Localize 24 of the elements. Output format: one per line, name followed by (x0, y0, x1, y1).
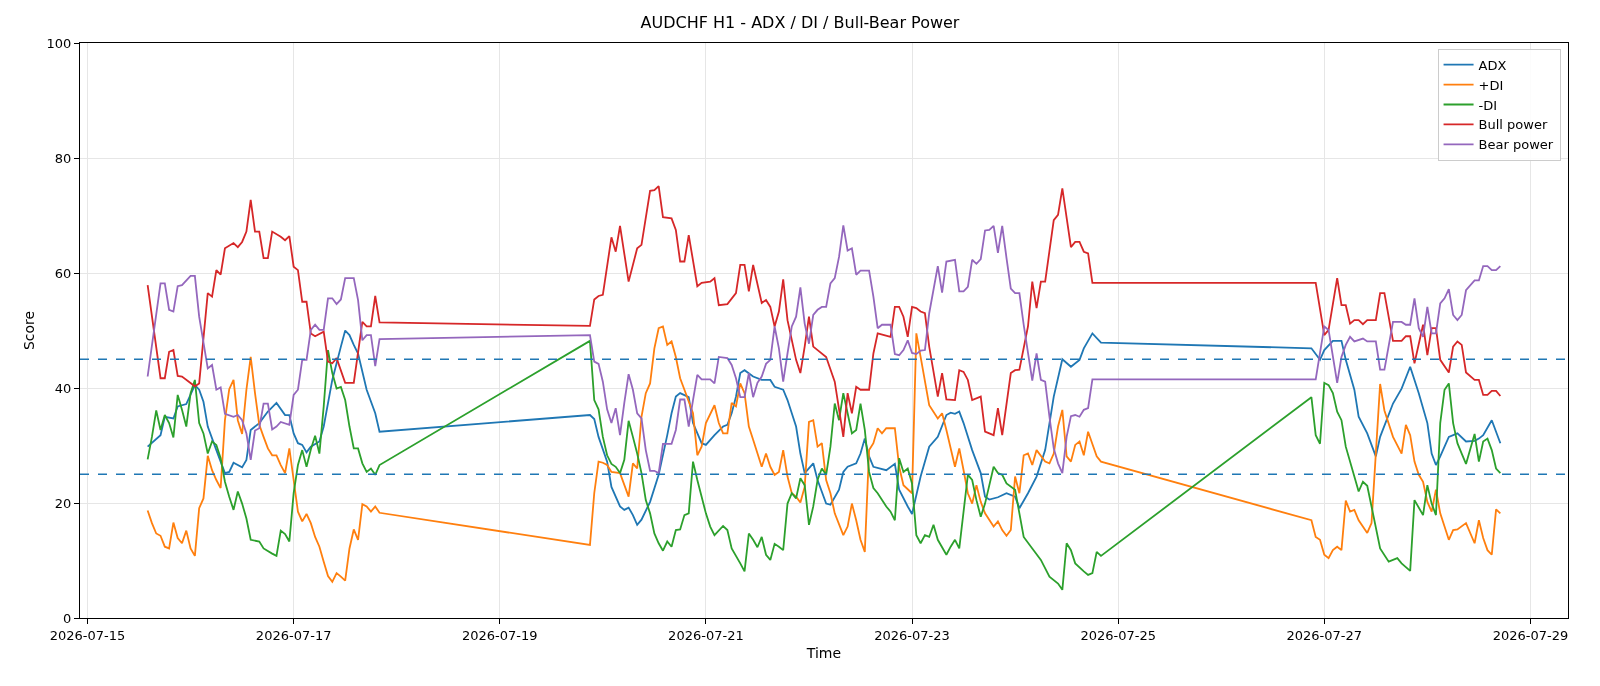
x-tick-label: 2026-07-15 (49, 627, 126, 643)
x-tick-label: 2026-07-21 (668, 627, 744, 643)
line-series (146, 224, 1502, 474)
x-tick-label: 2026-07-27 (1286, 627, 1363, 643)
x-tick-label: 2026-07-19 (461, 627, 538, 643)
legend-label: ADX (1478, 57, 1507, 73)
y-tick-label: 0 (63, 610, 72, 626)
x-tick-label: 2026-07-25 (1080, 627, 1156, 643)
legend-label: +DI (1478, 77, 1504, 93)
y-tick-label: 20 (54, 495, 72, 511)
x-tick-label: 2026-07-29 (1492, 627, 1569, 643)
y-tick-label: 60 (54, 265, 72, 281)
legend-label: Bear power (1478, 137, 1554, 153)
legend-label: -DI (1478, 97, 1498, 113)
x-tick-label: 2026-07-23 (874, 627, 950, 643)
y-tick-label: 40 (54, 380, 72, 396)
y-tick-label: 100 (46, 35, 72, 51)
legend-label: Bull power (1478, 117, 1548, 133)
y-axis-title: Score (21, 310, 38, 351)
x-axis-title: Time (805, 644, 842, 661)
x-tick-label: 2026-07-17 (255, 627, 332, 643)
y-tick-label: 80 (54, 150, 72, 166)
line-series (146, 185, 1502, 438)
chart-title: AUDCHF H1 - ADX / DI / Bull-Bear Power (640, 13, 960, 33)
